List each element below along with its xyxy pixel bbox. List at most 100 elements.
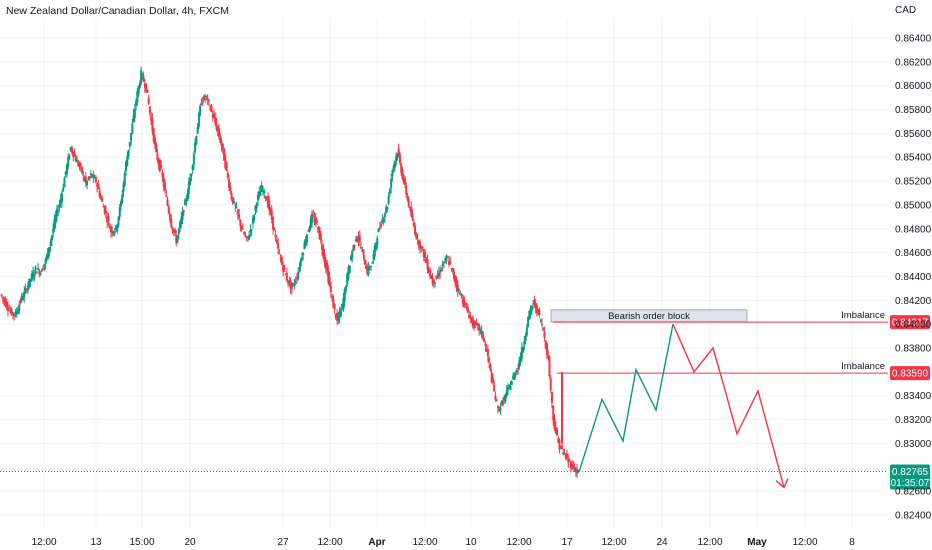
candle-body bbox=[368, 267, 371, 269]
candle-body bbox=[344, 286, 347, 291]
candle-body bbox=[93, 176, 96, 179]
candle-body bbox=[559, 446, 562, 450]
candle-body bbox=[151, 118, 154, 132]
candle-body bbox=[81, 166, 84, 174]
candle-body bbox=[215, 123, 218, 130]
candle-body bbox=[280, 256, 283, 265]
candle-body bbox=[429, 269, 432, 277]
candle-body bbox=[268, 200, 271, 211]
candle-body bbox=[473, 321, 476, 329]
y-tick-label: 0.86400 bbox=[895, 33, 932, 44]
candle-body bbox=[241, 228, 244, 230]
candle-body bbox=[234, 204, 237, 206]
candle-body bbox=[416, 237, 419, 239]
candle-body bbox=[357, 236, 360, 241]
candle-body bbox=[19, 300, 22, 302]
candle-body bbox=[33, 274, 36, 278]
candle-body bbox=[35, 271, 38, 274]
candle-body bbox=[245, 236, 248, 238]
candle-body bbox=[107, 216, 110, 221]
candle-body bbox=[128, 142, 131, 147]
candle-body bbox=[181, 211, 184, 220]
candle-body bbox=[272, 216, 275, 230]
imbalance-label: Imbalance bbox=[841, 310, 885, 321]
candle-body bbox=[491, 378, 494, 383]
candle-body bbox=[312, 215, 315, 217]
candle-body bbox=[130, 132, 133, 142]
candle-body bbox=[367, 266, 370, 274]
candle-body bbox=[20, 295, 23, 301]
y-tick-label: 0.82600 bbox=[895, 487, 932, 498]
y-tick-label: 0.83800 bbox=[895, 344, 932, 355]
candle-body bbox=[414, 226, 417, 235]
candle-body bbox=[316, 220, 319, 223]
candle-body bbox=[6, 307, 9, 311]
imbalance-price-label: 0.83590 bbox=[892, 369, 929, 380]
candle-body bbox=[309, 218, 312, 228]
candle-body bbox=[143, 83, 146, 88]
candle-body bbox=[43, 264, 46, 267]
candle-body bbox=[547, 355, 550, 359]
candle-body bbox=[152, 128, 155, 142]
candle-body bbox=[218, 128, 221, 138]
candle-body bbox=[295, 277, 298, 280]
candle-body bbox=[29, 279, 32, 282]
candle-body bbox=[125, 161, 128, 171]
candle-body bbox=[38, 270, 41, 275]
candle-body bbox=[226, 173, 229, 178]
candle-body bbox=[77, 161, 80, 166]
candle-body bbox=[500, 400, 503, 404]
candle-body bbox=[48, 247, 51, 254]
candle-body bbox=[4, 299, 7, 306]
candle-body bbox=[328, 276, 331, 286]
candle-body bbox=[39, 272, 42, 275]
candle-body bbox=[436, 274, 439, 277]
candle-body bbox=[273, 227, 276, 231]
currency-label: CAD bbox=[895, 5, 916, 16]
x-tick-label: 12:00 bbox=[506, 537, 531, 548]
candle-body bbox=[386, 207, 389, 210]
candle-body bbox=[290, 282, 293, 289]
x-tick-label: 12:00 bbox=[317, 537, 342, 548]
candle-body bbox=[122, 183, 125, 192]
candle-body bbox=[199, 105, 202, 116]
candle-body bbox=[564, 453, 567, 459]
candle-body bbox=[225, 161, 228, 170]
candle-body bbox=[484, 343, 487, 346]
candle-body bbox=[166, 199, 169, 206]
x-tick-label: 17 bbox=[561, 537, 573, 548]
candle-body bbox=[214, 117, 217, 124]
candle-body bbox=[540, 323, 543, 325]
candle-body bbox=[556, 428, 559, 435]
candle-body bbox=[228, 179, 231, 188]
candle-body bbox=[111, 230, 114, 234]
candle-body bbox=[338, 310, 341, 318]
candle-body bbox=[254, 205, 257, 211]
candle-body bbox=[258, 191, 261, 195]
x-tick-label: 10 bbox=[465, 537, 477, 548]
candle-body bbox=[441, 263, 444, 267]
candle-body bbox=[184, 199, 187, 206]
candle-body bbox=[522, 346, 525, 353]
candle-body bbox=[92, 175, 95, 178]
candle-body bbox=[304, 241, 307, 246]
y-tick-label: 0.85600 bbox=[895, 129, 932, 140]
candle-body bbox=[231, 196, 234, 204]
candle-body bbox=[454, 275, 457, 283]
candle-body bbox=[446, 256, 449, 259]
candle-body bbox=[535, 305, 538, 314]
candle-body bbox=[452, 272, 455, 279]
candle-body bbox=[401, 169, 404, 179]
candle-body bbox=[464, 303, 467, 305]
candle-body bbox=[25, 290, 28, 292]
candle-body bbox=[426, 259, 429, 271]
candle-body bbox=[480, 330, 483, 334]
candle-body bbox=[361, 250, 364, 252]
candle-body bbox=[533, 300, 536, 303]
candle-body bbox=[398, 154, 401, 163]
candle-body bbox=[557, 438, 560, 443]
candle-body bbox=[322, 246, 325, 258]
candle-body bbox=[191, 165, 194, 171]
candle-body bbox=[442, 261, 445, 264]
candle-body bbox=[162, 177, 165, 187]
